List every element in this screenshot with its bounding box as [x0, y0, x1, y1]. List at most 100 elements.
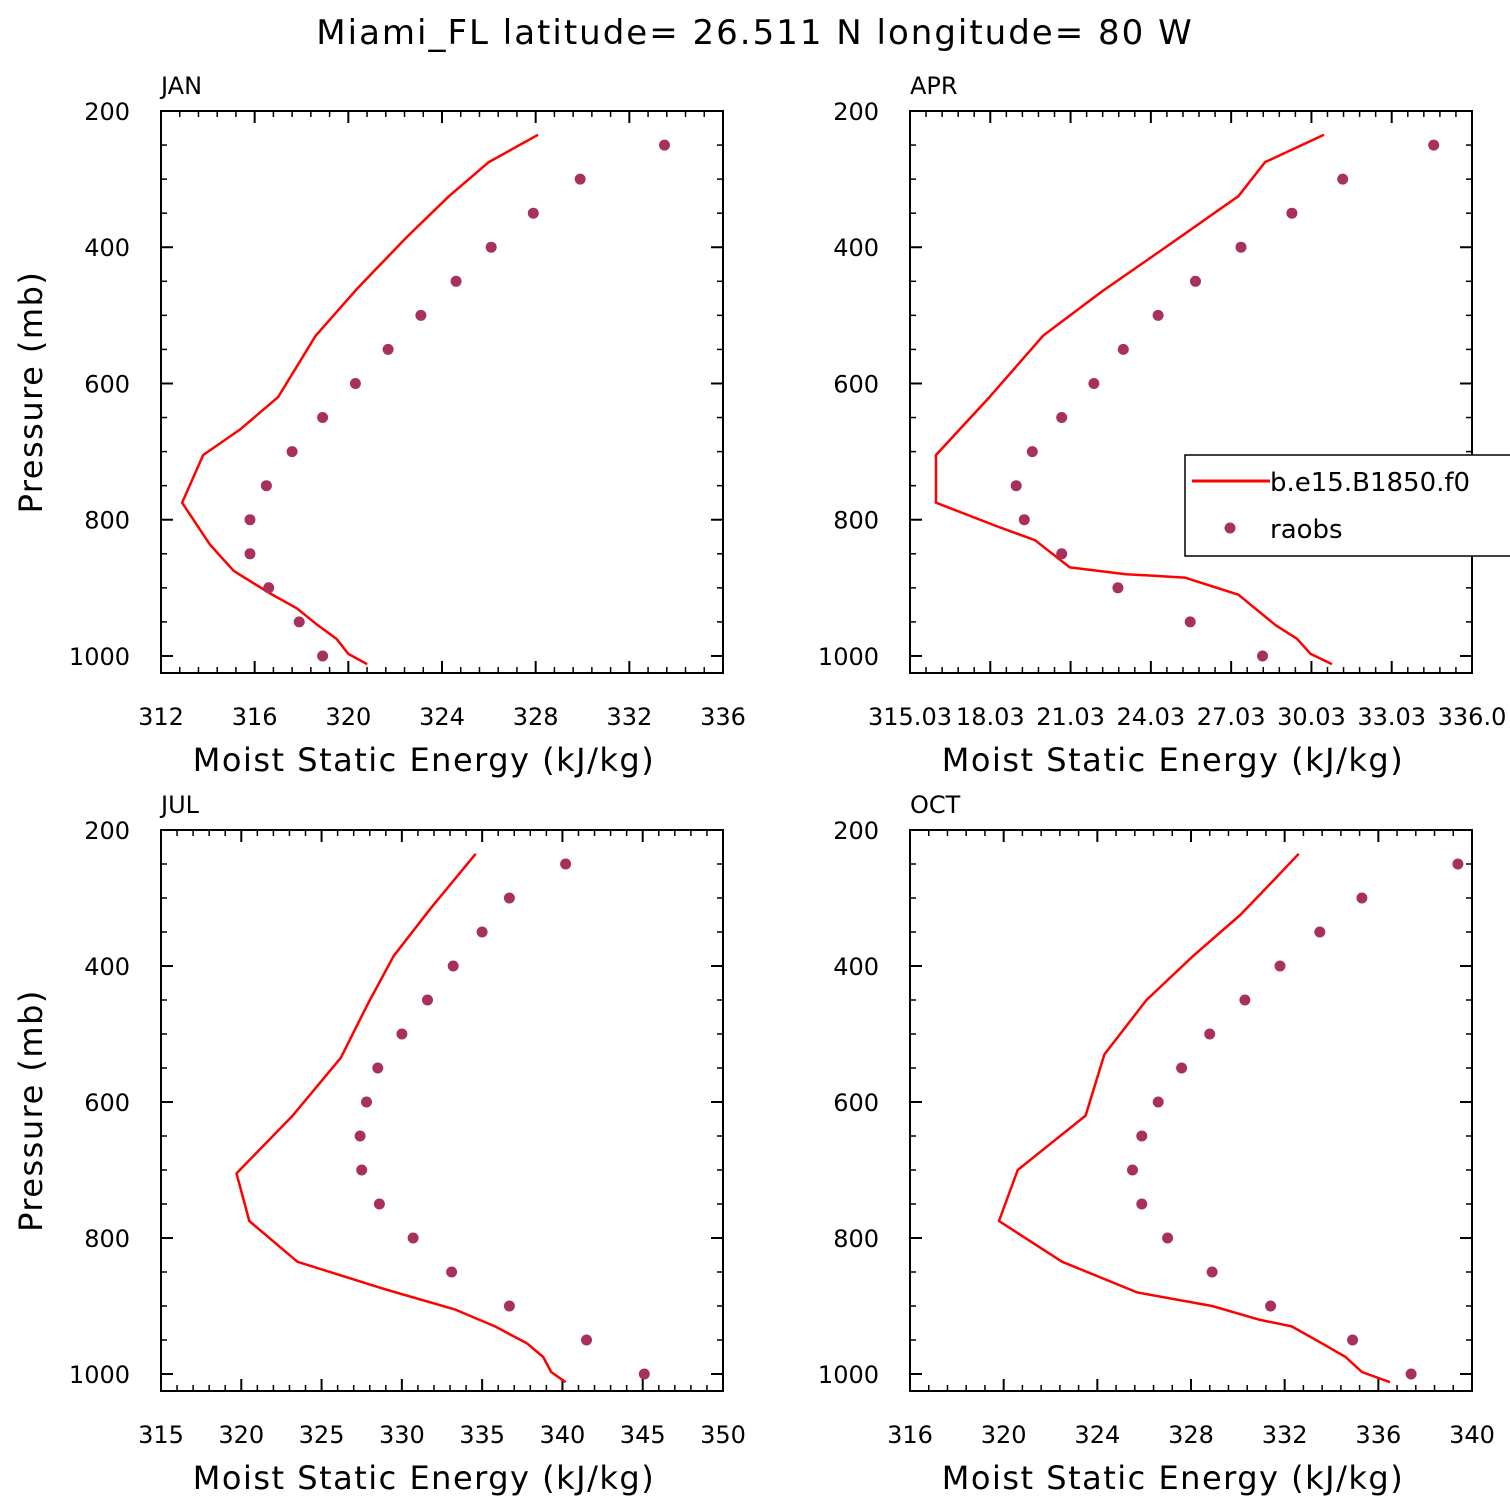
raob-point — [1452, 858, 1464, 870]
raob-point — [1088, 378, 1100, 389]
raob-point — [1162, 1232, 1174, 1244]
x-tick-label: 332 — [1262, 1421, 1308, 1449]
model-profile-line — [235, 853, 567, 1384]
raob-point — [1428, 139, 1440, 151]
x-tick-label: 350 — [700, 1421, 746, 1449]
x-tick-label: 336 — [700, 703, 746, 731]
x-tick-label: 335 — [459, 1421, 505, 1449]
plot-frame — [909, 110, 1473, 674]
legend: b.e15.B1850.f0 raobs — [1184, 454, 1510, 557]
y-tick-label: 600 — [833, 1089, 879, 1117]
raob-point — [244, 548, 256, 560]
x-tick-label: 320 — [981, 1421, 1027, 1449]
y-tick-label: 800 — [84, 1225, 130, 1253]
y-tick-label: 800 — [84, 507, 130, 535]
raob-point — [503, 1300, 515, 1312]
x-tick-label: 30.03 — [1277, 703, 1346, 731]
x-tick-label: 315.03 — [868, 703, 952, 731]
raob-point — [1127, 1164, 1138, 1176]
raob-point — [1405, 1368, 1417, 1380]
panel-oct: 316 320 324 328 332 336 340 200 400 600 800 1000 OCT… — [818, 791, 1495, 1497]
x-tick-label: 324 — [1074, 1421, 1120, 1449]
raob-point — [574, 173, 586, 185]
panel-label: JAN — [159, 72, 202, 100]
x-tick-label: 320 — [218, 1421, 264, 1449]
x-tick-label: 340 — [540, 1421, 586, 1449]
panel-label: APR — [910, 72, 958, 100]
y-tick-label: 600 — [833, 370, 879, 398]
raob-point — [244, 514, 256, 526]
raob-point — [1274, 960, 1286, 972]
y-axis-title: Pressure (mb) — [12, 989, 50, 1232]
raob-point — [293, 616, 305, 628]
raob-point — [317, 650, 329, 662]
raob-point — [1152, 1096, 1164, 1108]
raob-point — [1018, 514, 1030, 526]
raob-point — [415, 309, 427, 321]
raob-point — [1112, 582, 1124, 594]
raob-point — [1056, 548, 1068, 560]
raob-point — [361, 1096, 372, 1108]
raob-point — [372, 1062, 384, 1074]
x-tick-label: 33.03 — [1357, 703, 1426, 731]
raob-point — [286, 446, 298, 458]
raob-point — [422, 994, 433, 1006]
raob-point — [1176, 1062, 1188, 1074]
raob-point — [1356, 892, 1368, 904]
raob-point — [1347, 1334, 1359, 1346]
raob-point — [1026, 446, 1038, 458]
x-axis-title: Moist Static Energy (kJ/kg) — [193, 741, 655, 779]
raob-point — [407, 1232, 419, 1244]
raob-point — [263, 582, 275, 594]
raob-point — [659, 139, 670, 151]
legend-marker-swatch — [1224, 522, 1236, 534]
panel-label: OCT — [910, 791, 961, 819]
y-tick-label: 400 — [84, 953, 130, 981]
panel-jan: 312 316 320 324 328 332 336 200 400 600 800 1000 JAN… — [12, 72, 746, 779]
model-profile-line — [934, 133, 1333, 666]
panels: 312 316 320 324 328 332 336 200 400 600 800 1000 JAN… — [12, 72, 1506, 1497]
y-axis-title: Pressure (mb) — [12, 271, 50, 514]
y-tick-label: 400 — [833, 234, 879, 262]
main-title: Miami_FL latitude= 26.511 N longitude= 8… — [316, 13, 1193, 53]
y-tick-label: 400 — [84, 234, 130, 262]
raob-point — [1314, 926, 1326, 938]
x-tick-label: 316 — [887, 1421, 933, 1449]
raob-point — [450, 275, 462, 287]
y-tick-label: 1000 — [69, 643, 130, 671]
x-tick-label: 336.0 — [1438, 703, 1507, 731]
x-tick-label: 315 — [138, 1421, 184, 1449]
raob-point — [1010, 480, 1022, 492]
plot-frame — [160, 110, 724, 674]
raob-point — [1286, 207, 1298, 219]
x-tick-label: 320 — [325, 703, 371, 731]
y-tick-label: 600 — [84, 370, 130, 398]
y-tick-label: 1000 — [69, 1361, 130, 1389]
raob-point — [1117, 343, 1129, 355]
raob-point — [1056, 412, 1068, 423]
x-tick-label: 21.03 — [1036, 703, 1105, 731]
model-profile-line — [180, 133, 539, 666]
raob-point — [373, 1198, 385, 1210]
x-tick-label: 328 — [513, 703, 559, 731]
x-tick-label: 345 — [620, 1421, 666, 1449]
raob-point — [1257, 650, 1268, 662]
raob-point — [446, 1266, 458, 1278]
x-axis-title: Moist Static Energy (kJ/kg) — [942, 741, 1404, 779]
plot-frame — [909, 829, 1473, 1392]
x-tick-label: 18.03 — [956, 703, 1025, 731]
raob-point — [447, 960, 459, 972]
raob-point — [349, 378, 361, 389]
raob-point — [503, 892, 515, 904]
raob-point — [560, 858, 572, 870]
y-tick-label: 1000 — [818, 643, 879, 671]
y-tick-label: 200 — [84, 98, 130, 126]
raob-point — [382, 343, 394, 355]
raob-point — [476, 926, 488, 938]
x-tick-label: 27.03 — [1197, 703, 1266, 731]
x-axis-title: Moist Static Energy (kJ/kg) — [193, 1459, 655, 1497]
panel-label: JUL — [159, 791, 200, 819]
y-tick-label: 1000 — [818, 1361, 879, 1389]
x-tick-label: 324 — [419, 703, 465, 731]
y-tick-label: 400 — [833, 953, 879, 981]
